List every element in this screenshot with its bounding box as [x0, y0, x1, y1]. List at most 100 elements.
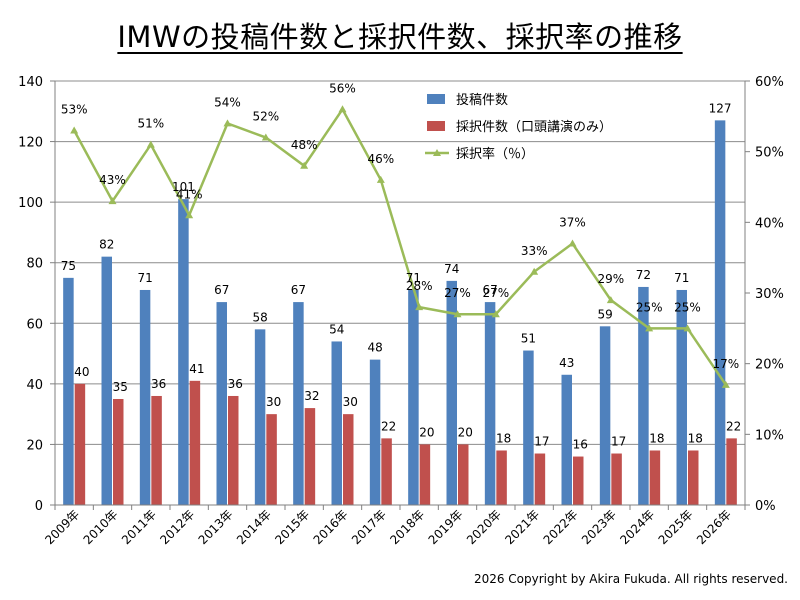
rate-label: 54%: [214, 95, 241, 109]
data-label: 71: [137, 271, 152, 285]
bar-submissions: [216, 302, 227, 505]
data-label: 18: [688, 431, 703, 445]
rate-marker: [606, 296, 615, 304]
x-tick-label: 2019年: [426, 507, 466, 547]
rate-series-line: [73, 106, 727, 386]
data-label: 20: [419, 425, 434, 439]
data-label: 17: [534, 435, 549, 449]
rate-label: 33%: [521, 244, 548, 258]
rate-marker: [376, 175, 385, 183]
chart-title-text: IMWの投稿件数と採択件数、採択率の推移: [117, 20, 683, 54]
bar-submissions: [408, 289, 419, 505]
legend-label: 投稿件数: [456, 92, 508, 108]
x-tick-label: 2011年: [119, 507, 159, 547]
rate-line: [70, 105, 730, 388]
legend-swatch: [427, 94, 445, 104]
x-tick-label: 2020年: [464, 507, 504, 547]
data-label: 41: [189, 362, 204, 376]
bar-submissions: [676, 289, 687, 505]
data-label: 35: [113, 380, 128, 394]
data-label: 17: [611, 435, 626, 449]
bar-submissions: [484, 302, 496, 505]
y-tick-label: 40: [26, 378, 43, 393]
data-label: 22: [726, 419, 741, 433]
rate-marker: [108, 197, 117, 205]
data-label: 43: [559, 356, 574, 370]
y2-tick-label: 20%: [755, 358, 784, 373]
data-label: 75: [61, 259, 76, 273]
legend-marker: [433, 149, 441, 156]
bar-accepted: [381, 438, 392, 505]
data-label: 18: [496, 431, 511, 445]
rate-label: 52%: [252, 110, 279, 124]
rate-label: 27%: [482, 286, 509, 300]
bar-submissions: [63, 277, 74, 505]
y-tick-label: 0: [35, 499, 43, 514]
rate-marker: [530, 267, 539, 275]
bar-accepted: [573, 456, 584, 505]
bar-accepted: [228, 395, 239, 505]
rate-label: 53%: [61, 102, 88, 116]
bar-accepted: [113, 399, 124, 505]
x-tick-label: 2013年: [196, 507, 236, 547]
rate-label: 48%: [291, 138, 318, 152]
y2-tick-label: 10%: [755, 428, 784, 443]
rate-label: 28%: [406, 279, 433, 293]
data-labels: 7540823571361014167365830673254304822712…: [61, 81, 741, 451]
legend-swatch: [427, 121, 445, 131]
copyright-text: 2026 Copyright by Akira Fukuda. All righ…: [473, 572, 788, 586]
data-label: 30: [266, 395, 281, 409]
data-label: 22: [381, 419, 396, 433]
data-label: 32: [304, 389, 319, 403]
gridlines: [55, 80, 745, 445]
bar-submissions: [293, 302, 304, 505]
y-tick-label: 20: [26, 438, 43, 453]
data-label: 72: [636, 268, 651, 282]
rate-label: 56%: [329, 81, 356, 95]
bar-submissions: [369, 359, 381, 505]
rate-label: 25%: [636, 300, 663, 314]
axes: 0 20 40 60 80 100 120 140 0% 10% 20% 30% 40% 50% 60% 20…: [18, 75, 784, 547]
data-label: 40: [74, 365, 89, 379]
x-tick-label: 2015年: [272, 507, 312, 547]
y2-tick-label: 60%: [755, 75, 784, 90]
data-label: 16: [573, 438, 588, 452]
data-label: 67: [291, 283, 306, 297]
y2-tick-label: 30%: [755, 287, 784, 302]
bar-accepted: [151, 395, 162, 505]
data-label: 18: [649, 431, 664, 445]
data-label: 36: [151, 377, 166, 391]
rate-label: 17%: [712, 357, 739, 371]
data-label: 74: [444, 262, 459, 276]
rate-marker: [300, 161, 309, 169]
data-label: 30: [343, 395, 358, 409]
bar-accepted: [343, 414, 354, 505]
rate-marker: [491, 310, 500, 318]
rate-label: 46%: [367, 152, 394, 166]
rate-label: 41%: [176, 187, 203, 201]
data-label: 48: [367, 341, 382, 355]
x-tick-label: 2012年: [157, 507, 197, 547]
bar-accepted: [726, 438, 737, 505]
bar-accepted: [458, 444, 469, 505]
rate-label: 25%: [674, 300, 701, 314]
bar-submissions: [139, 289, 151, 505]
bar-accepted: [189, 380, 201, 505]
bar-accepted: [688, 450, 699, 505]
bar-submissions: [331, 341, 342, 505]
bar-accepted: [534, 453, 546, 505]
data-label: 127: [709, 101, 732, 115]
y-tick-label: 80: [26, 257, 43, 272]
rate-marker: [683, 324, 692, 332]
data-label: 67: [482, 283, 497, 297]
x-tick-label: 2021年: [502, 507, 542, 547]
bar-submissions: [638, 286, 649, 505]
data-label: 36: [228, 377, 243, 391]
rate-label: 51%: [137, 117, 164, 131]
bar-accepted: [266, 414, 277, 505]
bar-accepted: [419, 444, 431, 505]
y-tick-label: 100: [18, 196, 43, 211]
data-label: 71: [674, 271, 689, 285]
x-tick-label: 2016年: [311, 507, 351, 547]
